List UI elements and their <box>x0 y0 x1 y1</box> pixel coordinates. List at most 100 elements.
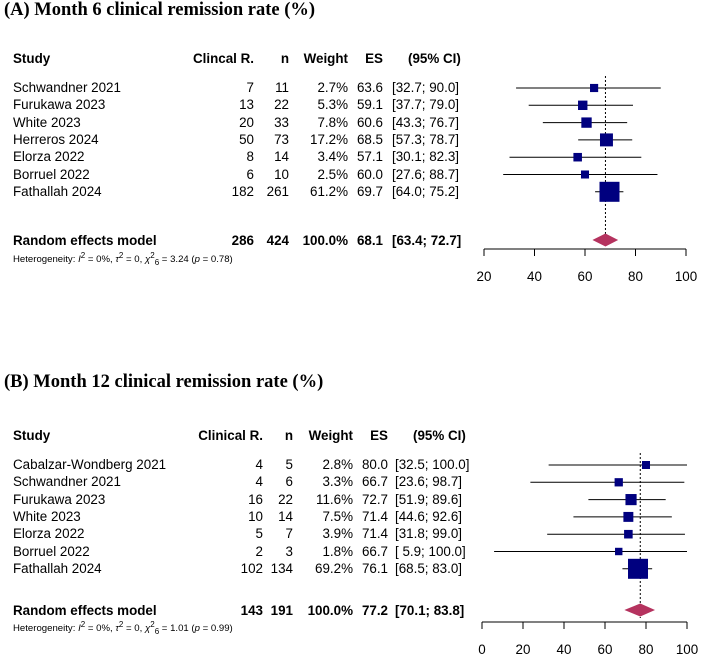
x-tick-label: 60 <box>578 269 593 284</box>
study-n: 6 <box>285 474 293 490</box>
study-weight: 61.2% <box>310 183 348 199</box>
study-name: Fathallah 2024 <box>13 183 102 199</box>
study-es: 57.1 <box>356 149 383 165</box>
x-tick-label: 80 <box>628 269 643 284</box>
study-events: 182 <box>231 183 254 199</box>
column-header-events: Clincal R. <box>192 51 254 66</box>
x-tick-label: 40 <box>557 642 572 657</box>
study-es: 63.6 <box>356 80 383 95</box>
pooled-es: 77.2 <box>361 603 388 618</box>
forest-plot-area: 20 40 60 80 100 <box>477 76 697 284</box>
study-ci: [64.0; 75.2] <box>392 183 460 199</box>
study-events: 102 <box>240 560 263 576</box>
study-es: 66.7 <box>361 474 388 490</box>
study-es: 66.7 <box>361 543 388 559</box>
study-events: 10 <box>248 508 263 524</box>
study-name: Borruel 2022 <box>13 166 90 182</box>
panel-title: (A) Month 6 clinical remission rate (%) <box>4 0 316 20</box>
study-name: Furukawa 2023 <box>13 491 106 507</box>
study-events: 4 <box>255 457 263 472</box>
study-weight: 69.2% <box>315 560 353 576</box>
study-ci: [32.7; 90.0] <box>392 80 460 95</box>
study-n: 261 <box>266 183 289 199</box>
column-header-events: Clinical R. <box>198 428 263 443</box>
study-n: 10 <box>274 166 289 182</box>
column-header-n: n <box>284 428 293 443</box>
study-name: Furukawa 2023 <box>13 97 106 113</box>
study-name: Elorza 2022 <box>13 149 85 165</box>
column-header-es: ES <box>370 428 388 443</box>
study-es: 69.7 <box>356 183 383 199</box>
panel-title: (B) Month 12 clinical remission rate (%) <box>4 372 324 392</box>
study-point-square <box>573 152 582 162</box>
study-es: 68.5 <box>356 131 383 147</box>
study-point-square <box>599 181 620 202</box>
x-tick-label: 20 <box>516 642 531 657</box>
column-header-weight: Weight <box>308 428 353 443</box>
study-weight: 1.8% <box>322 543 353 559</box>
study-weight: 3.4% <box>317 149 348 165</box>
study-ci: [68.5; 83.0] <box>395 560 463 576</box>
forest-plot-month-6: (A) Month 6 clinical remission rate (%) … <box>0 0 709 300</box>
study-ci: [ 5.9; 100.0] <box>395 543 466 559</box>
study-events: 20 <box>239 114 254 130</box>
study-point-square <box>615 547 623 556</box>
study-n: 11 <box>275 80 289 95</box>
study-n: 14 <box>274 149 289 165</box>
study-name: Schwandner 2021 <box>13 80 121 95</box>
study-n: 134 <box>270 560 293 576</box>
study-events: 50 <box>239 131 254 147</box>
pooled-events: 143 <box>240 603 263 618</box>
study-point-square <box>628 558 649 579</box>
x-tick-label: 0 <box>478 642 485 657</box>
study-events: 6 <box>246 166 254 182</box>
study-ci: [23.6; 98.7] <box>395 474 463 490</box>
study-point-square <box>614 478 623 487</box>
study-n: 14 <box>278 508 293 524</box>
study-point-square <box>599 133 613 147</box>
study-ci: [43.3; 76.7] <box>392 114 460 130</box>
study-point-square <box>581 117 592 128</box>
study-ci: [37.7; 79.0] <box>392 97 460 113</box>
column-header-study: Study <box>13 51 51 66</box>
pooled-label: Random effects model <box>13 233 157 248</box>
column-header-weight: Weight <box>303 51 348 66</box>
column-header-n: n <box>280 51 289 66</box>
x-tick-label: 80 <box>639 642 654 657</box>
study-n: 3 <box>285 543 293 559</box>
study-es: 80.0 <box>361 457 388 472</box>
column-header-study: Study <box>13 428 51 443</box>
study-es: 59.1 <box>356 97 383 113</box>
pooled-events: 286 <box>231 233 254 248</box>
study-weight: 3.3% <box>322 474 353 490</box>
x-tick-label: 20 <box>477 269 492 284</box>
column-header-es: ES <box>365 51 383 66</box>
study-weight: 7.8% <box>317 114 348 130</box>
study-point-square <box>580 170 590 179</box>
study-weight: 7.5% <box>322 508 353 524</box>
pooled-weight: 100.0% <box>307 603 353 618</box>
pooled-diamond <box>592 233 619 247</box>
pooled-weight: 100.0% <box>302 233 348 248</box>
study-point-square <box>590 83 599 93</box>
study-events: 16 <box>248 491 263 507</box>
study-n: 22 <box>274 97 289 113</box>
study-point-square <box>641 460 651 470</box>
heterogeneity-stat: Heterogeneity: I2 = 0%, τ2 = 0, χ26 = 3.… <box>13 251 233 268</box>
study-weight: 2.7% <box>317 80 348 95</box>
study-n: 5 <box>285 457 293 472</box>
pooled-ci: [70.1; 83.8] <box>395 603 465 618</box>
study-ci: [27.6; 88.7] <box>392 166 460 182</box>
study-events: 13 <box>239 97 254 113</box>
study-weight: 11.6% <box>316 491 353 507</box>
pooled-ci: [63.4; 72.7] <box>392 233 462 248</box>
column-header-ci: (95% CI) <box>413 428 466 443</box>
study-n: 22 <box>278 491 293 507</box>
pooled-diamond <box>624 603 656 617</box>
study-weight: 2.5% <box>317 166 348 182</box>
study-name: Schwandner 2021 <box>13 474 121 490</box>
study-es: 60.0 <box>356 166 383 182</box>
pooled-es: 68.1 <box>356 233 383 248</box>
study-ci: [31.8; 99.0] <box>395 526 463 542</box>
study-events: 5 <box>255 526 263 542</box>
